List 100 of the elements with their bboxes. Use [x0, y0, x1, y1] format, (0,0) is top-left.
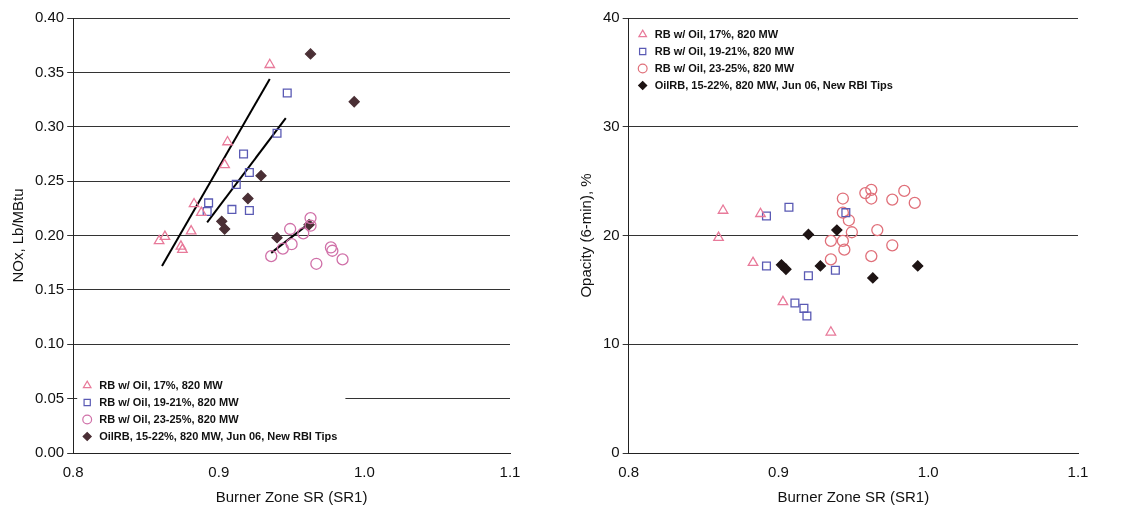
- y-tick-label: 40: [603, 8, 620, 26]
- point: [153, 234, 165, 245]
- point: [912, 260, 924, 272]
- point: [219, 158, 231, 169]
- x-tick-label: 1.1: [1067, 463, 1089, 481]
- point: [836, 192, 850, 205]
- point: [227, 204, 237, 214]
- legend-label: RB w/ Oil, 23-25%, 820 MW: [654, 61, 795, 74]
- point: [271, 232, 283, 244]
- point: [824, 253, 838, 266]
- point: [898, 184, 911, 198]
- y-tick-label: 0.35: [34, 62, 65, 80]
- point: [865, 192, 878, 205]
- point: [310, 257, 323, 270]
- point: [761, 211, 772, 221]
- legend-label: OilRB, 15-22%, 820 MW, Jun 06, New RBI Tips: [654, 78, 893, 91]
- point: [814, 260, 827, 272]
- point: [242, 192, 254, 205]
- point: [799, 303, 809, 313]
- point: [285, 238, 298, 251]
- point: [304, 211, 317, 225]
- point: [264, 58, 276, 69]
- x-tick-label: 0.9: [208, 463, 230, 481]
- point: [255, 170, 267, 182]
- point: [886, 193, 899, 206]
- point: [304, 48, 317, 60]
- point: [836, 234, 850, 248]
- point: [831, 224, 843, 236]
- point: [276, 242, 290, 255]
- point: [717, 204, 729, 214]
- point: [159, 230, 171, 240]
- y-tick-label: 0.20: [34, 225, 65, 243]
- point: [886, 239, 899, 252]
- point: [222, 135, 233, 146]
- y-axis-title: NOx, Lb/MBtu: [9, 188, 27, 283]
- x-tick-label: 1.1: [499, 463, 521, 481]
- x-axis-title: Burner Zone SR (SR1): [777, 488, 930, 506]
- point: [830, 265, 840, 275]
- point: [195, 206, 207, 217]
- y-tick-label: 0.25: [34, 171, 65, 189]
- point: [780, 263, 792, 275]
- point: [176, 243, 188, 254]
- point: [272, 128, 282, 138]
- point: [202, 207, 212, 217]
- point: [777, 295, 789, 306]
- point: [239, 149, 249, 159]
- point: [865, 250, 878, 263]
- y-tick-label: 10: [603, 334, 620, 352]
- point: [859, 186, 872, 200]
- legend-label: OilRB, 15-22%, 820 MW, Jun 06, New RBI Tips: [99, 429, 338, 442]
- point: [216, 215, 228, 228]
- point: [803, 271, 813, 281]
- point: [908, 196, 921, 210]
- x-tick-label: 1.0: [353, 463, 375, 481]
- point: [841, 208, 851, 218]
- point: [761, 261, 772, 271]
- y-tick-label: 0.15: [34, 280, 65, 298]
- y-tick-label: 0: [611, 443, 620, 461]
- point: [836, 206, 850, 219]
- point: [244, 167, 254, 177]
- point: [188, 197, 200, 208]
- point: [784, 202, 794, 212]
- legend-label: RB w/ Oil, 17%, 820 MW: [99, 378, 224, 391]
- point: [185, 225, 197, 235]
- point: [283, 222, 297, 236]
- x-tick-label: 1.0: [917, 463, 939, 481]
- point: [845, 226, 858, 239]
- point: [282, 88, 292, 98]
- point: [297, 227, 310, 240]
- point: [867, 272, 879, 284]
- point: [713, 231, 724, 242]
- y-tick-label: 0.10: [34, 334, 65, 352]
- point: [175, 240, 187, 250]
- legend-label: RB w/ Oil, 19-21%, 820 MW: [654, 44, 795, 57]
- x-axis-title: Burner Zone SR (SR1): [215, 488, 368, 506]
- x-tick-label: 0.9: [768, 463, 789, 481]
- legend-label: RB w/ Oil, 19-21%, 820 MW: [99, 395, 240, 408]
- point: [842, 214, 855, 227]
- point: [802, 228, 815, 241]
- point: [348, 96, 360, 108]
- x-tick-label: 0.8: [62, 463, 84, 481]
- y-tick-label: 0.30: [34, 116, 65, 134]
- point: [871, 223, 884, 237]
- y-tick-label: 0.00: [34, 443, 65, 461]
- point: [265, 250, 278, 263]
- legend-label: RB w/ Oil, 17%, 820 MW: [654, 27, 779, 40]
- point: [790, 298, 800, 308]
- legend-label: RB w/ Oil, 23-25%, 820 MW: [99, 412, 240, 425]
- point: [747, 256, 759, 267]
- point: [838, 243, 851, 256]
- point: [244, 205, 254, 216]
- y-tick-label: 30: [603, 116, 620, 134]
- x-tick-label: 0.8: [618, 463, 640, 481]
- point: [865, 183, 878, 196]
- point: [218, 223, 231, 235]
- point: [336, 253, 349, 266]
- y-tick-label: 0.05: [34, 388, 65, 406]
- point: [204, 198, 214, 208]
- point: [802, 311, 812, 321]
- point: [825, 326, 837, 336]
